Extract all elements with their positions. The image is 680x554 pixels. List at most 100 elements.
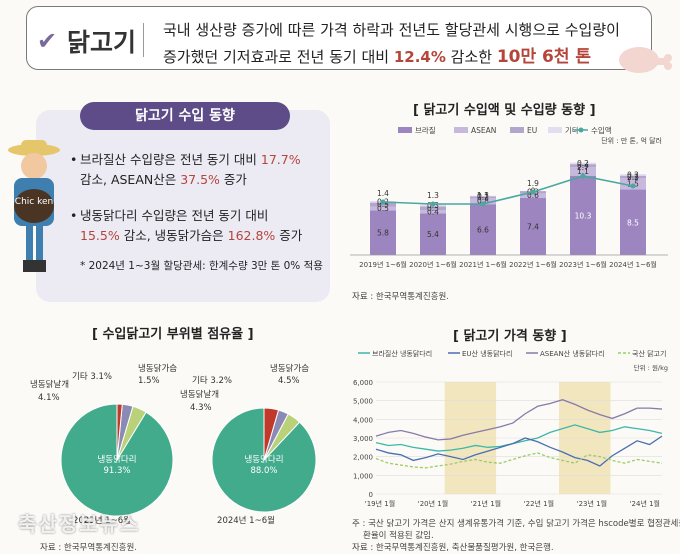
bar-value-label: 0.5 [377, 200, 389, 209]
legend-swatch-0 [398, 127, 412, 133]
pie-slice [263, 407, 280, 461]
price-legend-label-0: 브라질산 냉동닭다리 [372, 349, 432, 358]
header-amount: 10만 6천 톤 [496, 47, 592, 67]
bar-category-label: 2024년 1~6월 [609, 260, 657, 269]
price-y-tick: 0 [369, 491, 373, 499]
pie-value-wing: 4.1% [38, 393, 60, 403]
bar-segment [470, 195, 496, 197]
pie-slice [116, 403, 123, 461]
price-legend-label-1: EU산 냉동닭다리 [462, 349, 512, 358]
price-series-line-3 [375, 452, 663, 469]
bar-segment [420, 213, 446, 255]
bar-segment [620, 189, 646, 255]
bar-value-label: 0.2 [477, 193, 489, 202]
price-x-tick: '20년 1월 [418, 499, 448, 508]
price-unit-label: 단위 : 원/kg [634, 363, 668, 372]
legend-label-0: 브라질 [415, 126, 436, 135]
bullet-cuts: • 냉동닭다리 수입량은 전년 동기 대비 15.5% 감소, 냉동닭가슴은 16… [70, 208, 303, 243]
bar-segment [570, 175, 596, 255]
pie-main-value: 91.3% [103, 466, 130, 476]
price-note-3: 자료 : 한국무역통계진흥원, 축산물품질평가원, 한국은행. [352, 543, 554, 553]
bar-segment [370, 210, 396, 255]
price-x-tick: '19년 1월 [365, 499, 395, 508]
farmer-mascot-illustration: Chic ken [8, 140, 60, 272]
bar-segment [470, 196, 496, 199]
header-title: 닭고기 [67, 28, 137, 57]
bar-unit-label: 단위 : 만 톤, 억 달러 [601, 136, 662, 145]
legend-label-3: 기타 [565, 126, 579, 135]
import-value-label: 2.2 [627, 173, 639, 182]
chicken-wing-icon [619, 47, 672, 73]
bar-segment [470, 198, 496, 205]
bar-segment [520, 193, 546, 199]
bar-category-label: 2020년 1~6월 [409, 260, 457, 269]
price-series-line-2 [375, 399, 663, 441]
bar-value-label: 8.5 [627, 218, 639, 227]
watermark: 축산정보뉴스 [18, 512, 141, 536]
pie-label-wing: 냉동닭날개 [30, 379, 69, 390]
header-pct: 12.4% [393, 48, 446, 66]
price-chart-title: [ 닭고기 가격 동향 ] [453, 329, 567, 344]
legend-line-label: 수입액 [591, 125, 612, 135]
pie-value-wing: 4.3% [190, 403, 212, 413]
bar-value-label: 0.6 [527, 191, 539, 200]
legend-label-2: EU [527, 126, 537, 135]
bar-segment [620, 175, 646, 178]
pie-label-breast: 냉동닭가슴 [138, 363, 177, 374]
price-y-tick: 3,000 [353, 435, 373, 443]
bar-value-label: 0.5 [427, 204, 439, 213]
header-line-1: 국내 생산량 증가에 따른 가격 하락과 전년도 할당관세 시행으로 수입량이 [163, 21, 620, 39]
bar-segment [620, 174, 646, 176]
bar-segment [420, 210, 446, 214]
import-value-label: 1.4 [377, 189, 389, 198]
import-value-point [630, 183, 636, 189]
pie-label-other: 기타 3.1% [72, 372, 112, 382]
bar-value-label: 0.3 [627, 172, 639, 181]
pie-label-breast: 냉동닭가슴 [270, 363, 309, 374]
mascot-text: Chic ken [15, 197, 53, 207]
bar-category-label: 2022년 1~6월 [509, 260, 557, 269]
bar-chart-title: [ 닭고기 수입액 및 수입량 동향 ] [413, 103, 596, 118]
pie-chart-title: [ 수입닭고기 부위별 점유율 ] [92, 327, 254, 342]
legend-swatch-1 [454, 127, 468, 133]
bar-segment [570, 164, 596, 168]
price-y-tick: 6,000 [353, 379, 373, 387]
pie-period-label: 2023년 1~6월 [73, 515, 131, 526]
import-value-point [430, 201, 436, 207]
price-legend-label-3: 국산 닭고기 [632, 349, 666, 358]
legend-swatch-3 [548, 127, 562, 133]
bar-segment [370, 206, 396, 211]
pie-value-breast: 1.5% [138, 376, 160, 386]
pie-period-label: 2024년 1~6월 [217, 515, 275, 526]
import-value-label: 1.3 [477, 191, 489, 200]
pie-main-value: 88.0% [250, 466, 277, 476]
bar-category-label: 2023년 1~6월 [559, 260, 607, 269]
legend-line-marker [578, 127, 584, 133]
bullet-brazil: • 브라질산 수입량은 전년 동기 대비 17.7% 감소, ASEAN산은 37… [70, 152, 301, 187]
import-trend-card: 닭고기 수입 동향 • 브라질산 수입량은 전년 동기 대비 17.7% 감소, … [36, 102, 330, 302]
bar-value-label: 5.4 [427, 230, 439, 239]
bar-value-label: 5.8 [377, 229, 389, 238]
bar-value-label: 0.2 [627, 170, 639, 179]
price-x-tick: '21년 1월 [471, 499, 501, 508]
bar-segment [570, 167, 596, 176]
bar-value-label: 0.2 [577, 159, 589, 168]
bar-chart-source: 자료 : 한국무역통계진흥원. [352, 292, 449, 302]
quota-note: * 2024년 1~3월 할당관세: 한계수량 3만 톤 0% 적용 [80, 260, 323, 272]
header-banner: ✔ 닭고기 국내 생산량 증가에 따른 가격 하락과 전년도 할당관세 시행으로… [26, 6, 652, 70]
bar-category-label: 2021년 1~6월 [459, 260, 507, 269]
price-x-tick: '22년 1월 [524, 499, 554, 508]
bar-value-label: 0.1 [477, 192, 489, 201]
price-y-tick: 5,000 [353, 398, 373, 406]
import-value-line [382, 175, 634, 205]
check-icon: ✔ [37, 27, 58, 55]
import-value-point [380, 199, 386, 205]
bar-segment [520, 198, 546, 255]
import-value-label: 2.7 [577, 163, 589, 172]
price-line-chart: 브라질산 냉동닭다리 EU산 냉동닭다리 ASEAN산 냉동닭다리 국산 닭고기단위 … [353, 349, 668, 508]
price-legend-label-2: ASEAN산 냉동닭다리 [540, 349, 605, 358]
pie-chart-source: 자료 : 한국무역통계진흥원. [40, 543, 137, 553]
price-y-tick: 4,000 [353, 416, 373, 424]
